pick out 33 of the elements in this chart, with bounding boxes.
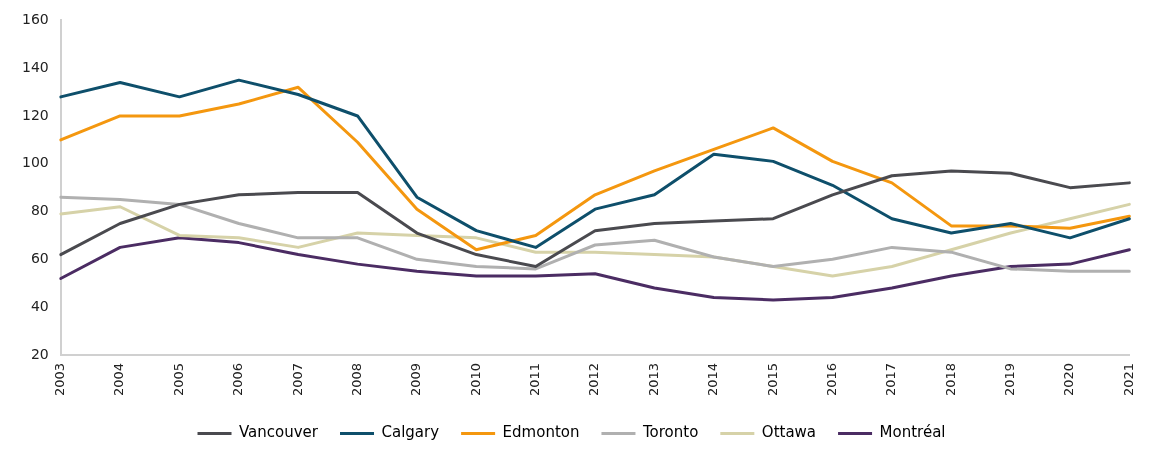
x-tick-label: 2014 xyxy=(705,362,721,397)
legend-label: Calgary xyxy=(381,423,440,442)
y-tick-label: 20 xyxy=(30,345,49,362)
x-tick-label: 2020 xyxy=(1061,362,1077,397)
x-tick-label: 2006 xyxy=(230,362,246,397)
x-tick-label: 2008 xyxy=(348,362,364,397)
y-tick-label: 100 xyxy=(21,154,49,171)
x-tick-label: 2018 xyxy=(942,362,958,397)
legend-label: Edmonton xyxy=(502,423,580,442)
x-tick-label: 2010 xyxy=(467,362,483,397)
x-tick-label: 2009 xyxy=(408,362,424,397)
legend-label: Montréal xyxy=(879,423,946,442)
y-tick-label: 160 xyxy=(21,11,49,28)
y-tick-label: 60 xyxy=(30,249,49,266)
x-tick-label: 2017 xyxy=(883,362,899,397)
x-tick-label: 2004 xyxy=(111,362,127,397)
legend-label: Ottawa xyxy=(761,423,817,442)
y-tick-label: 80 xyxy=(30,202,49,219)
x-tick-label: 2019 xyxy=(1002,362,1018,397)
x-tick-label: 2011 xyxy=(527,362,543,397)
y-tick-label: 40 xyxy=(30,297,49,314)
x-tick-label: 2005 xyxy=(170,362,186,397)
x-tick-label: 2007 xyxy=(289,362,305,397)
y-tick-label: 140 xyxy=(21,58,49,75)
legend-label: Vancouver xyxy=(239,423,319,442)
x-tick-label: 2003 xyxy=(52,362,68,397)
x-tick-label: 2016 xyxy=(823,362,839,397)
y-tick-label: 120 xyxy=(21,106,49,123)
x-tick-label: 2013 xyxy=(645,362,661,397)
x-tick-label: 2012 xyxy=(586,362,602,397)
legend-label: Toronto xyxy=(641,423,699,442)
x-tick-label: 2015 xyxy=(764,362,780,397)
x-tick-label: 2021 xyxy=(1120,362,1136,397)
